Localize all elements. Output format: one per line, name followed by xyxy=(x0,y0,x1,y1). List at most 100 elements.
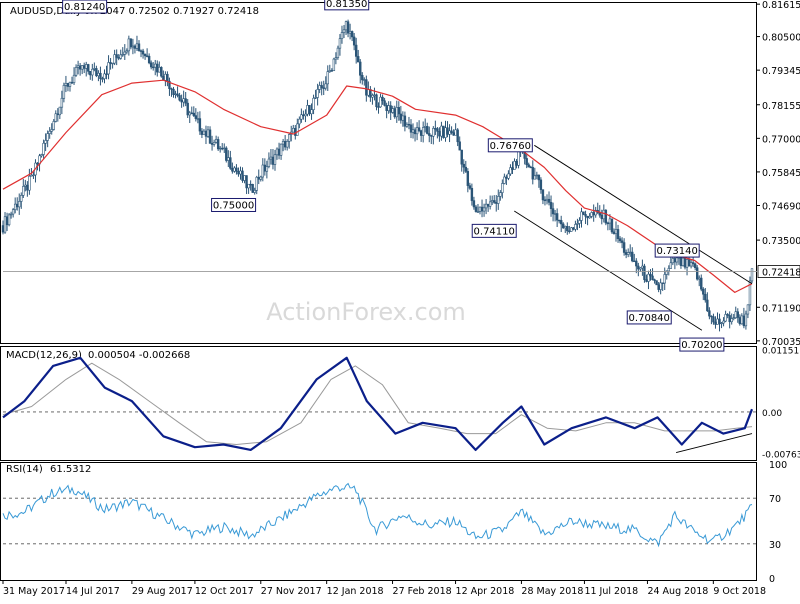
candle-body xyxy=(551,208,555,215)
candle-body xyxy=(235,167,238,172)
candle-body xyxy=(626,252,630,255)
candle-body xyxy=(365,79,368,96)
x-tick-label: 27 Nov 2017 xyxy=(261,586,322,597)
candle-body xyxy=(237,171,240,175)
candle-body xyxy=(76,65,80,68)
candle-body xyxy=(147,55,151,64)
candle-body xyxy=(476,211,480,213)
candle-body xyxy=(154,63,157,68)
candle-body xyxy=(156,63,159,73)
price-header-symbol: AUDUSD,Daily xyxy=(10,6,82,17)
candle-body xyxy=(107,62,110,75)
candle-body xyxy=(338,38,342,49)
candle-body xyxy=(109,62,112,64)
candle-body xyxy=(417,127,421,131)
macd-tick-label: -0.007634 xyxy=(762,450,800,460)
candle-body xyxy=(259,176,262,180)
candle-body xyxy=(580,211,583,221)
candle-body xyxy=(239,170,242,175)
x-tick-label: 14 Jul 2017 xyxy=(66,586,120,597)
candle-body xyxy=(468,185,472,189)
candle-body xyxy=(505,176,508,179)
candle-body xyxy=(302,114,305,117)
rsi-tick-label: 100 xyxy=(769,460,787,471)
moving-average-line xyxy=(2,79,753,293)
candle-body xyxy=(308,105,311,115)
candle-body xyxy=(332,58,336,72)
x-tick-label: 12 Apr 2018 xyxy=(456,586,515,597)
candle-body xyxy=(241,170,244,181)
candle-body xyxy=(562,223,565,229)
candle-body xyxy=(566,226,569,232)
candle-body xyxy=(669,262,673,269)
annotation-box xyxy=(487,138,533,153)
candle-body xyxy=(298,118,301,125)
candle-body xyxy=(306,105,309,115)
candle-body xyxy=(695,267,699,280)
candle-body xyxy=(582,211,585,215)
candle-body xyxy=(166,73,169,82)
candle-body xyxy=(13,203,17,210)
candle-body xyxy=(411,129,415,133)
candle-body xyxy=(667,268,670,272)
x-tick-label: 27 Feb 2018 xyxy=(393,586,452,597)
annotation-box xyxy=(679,337,725,352)
x-tick-label: 24 Aug 2018 xyxy=(647,586,708,597)
candle-body xyxy=(659,282,662,290)
candle-body xyxy=(480,206,484,212)
candle-body xyxy=(174,93,177,96)
candle-body xyxy=(36,162,39,165)
candle-body xyxy=(54,113,57,122)
candle-body xyxy=(127,38,131,52)
candle-body xyxy=(708,310,711,317)
macd-frame xyxy=(0,346,757,461)
x-tick-label: 31 May 2017 xyxy=(3,586,65,597)
price-panel: 0.81240 0.75000 0.81350 0.74110 0.76760 0.731… xyxy=(1,0,757,352)
annotation-text: 0.70840 xyxy=(629,313,670,324)
candle-body xyxy=(442,125,445,138)
candle-body xyxy=(641,265,644,269)
macd-header-values: 0.000504 -0.002668 xyxy=(88,350,190,361)
candle-body xyxy=(464,166,467,172)
candle-body xyxy=(716,318,719,325)
candle-body xyxy=(525,158,528,166)
candle-body xyxy=(397,107,401,115)
price-tick-label: 0.81615 xyxy=(762,0,800,11)
candle-body xyxy=(103,73,106,79)
candle-body xyxy=(87,64,90,72)
candle-body xyxy=(428,133,431,136)
candle-body xyxy=(555,213,559,221)
candle-body xyxy=(572,227,575,230)
candle-body xyxy=(744,313,748,327)
channel-upper-line xyxy=(534,144,753,285)
candle-body xyxy=(131,45,135,48)
candle-body xyxy=(460,149,463,165)
candle-body xyxy=(385,105,388,111)
candle-body xyxy=(661,282,664,284)
candle-body xyxy=(509,167,512,175)
candle-body xyxy=(710,315,713,318)
candle-body xyxy=(484,203,488,209)
candle-body xyxy=(192,112,196,116)
candle-body xyxy=(212,142,216,145)
candle-body xyxy=(663,274,666,284)
candle-body xyxy=(618,238,622,242)
rsi-panel xyxy=(2,482,757,548)
candle-body xyxy=(568,230,571,232)
candle-body xyxy=(125,50,129,53)
candle-body xyxy=(750,268,754,282)
candle-body xyxy=(486,203,490,207)
candle-body xyxy=(748,280,752,306)
candle-body xyxy=(576,223,579,225)
x-tick-label: 11 Jul 2018 xyxy=(584,586,638,597)
candle-body xyxy=(413,129,417,135)
candle-body xyxy=(80,65,84,70)
candle-body xyxy=(643,265,646,280)
x-tick-label: 12 Jan 2018 xyxy=(327,586,384,597)
candle-body xyxy=(91,68,94,76)
annotation-label: 0.74110 xyxy=(471,223,517,238)
candle-body xyxy=(354,44,358,57)
price-header: AUDUSD,Daily 0.72047 0.72502 0.71927 0.7… xyxy=(10,6,259,17)
candle-body xyxy=(245,175,248,189)
